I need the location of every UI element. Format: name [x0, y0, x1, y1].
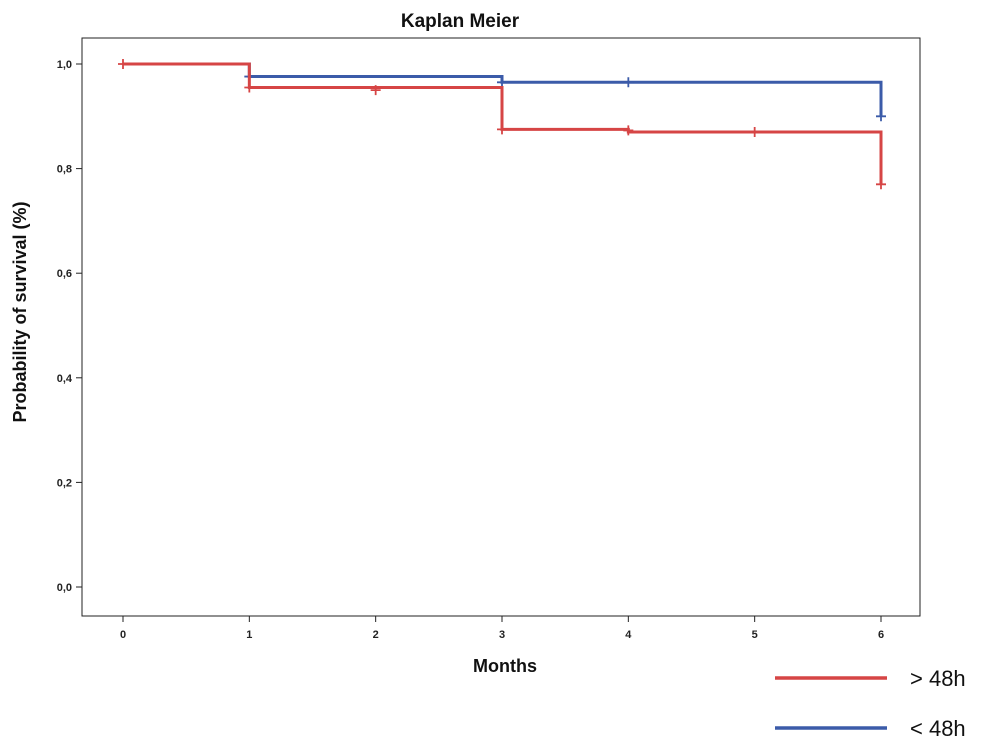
censor-mark	[623, 77, 634, 88]
plot-frame	[81, 37, 921, 617]
y-axis-label: Probability of survival (%)	[10, 201, 30, 422]
chart-title: Kaplan Meier	[401, 11, 520, 32]
censor-mark	[749, 126, 760, 137]
censor-mark	[118, 59, 128, 69]
x-axis: 0 1 2 3 4 5 6	[120, 616, 884, 641]
y-tick-label: 0,0	[57, 582, 72, 594]
y-tick-label: 1,0	[57, 59, 72, 71]
legend: > 48h < 48h	[775, 666, 966, 741]
y-tick-label: 0,8	[57, 164, 72, 176]
legend-label-1: < 48h	[910, 716, 966, 741]
x-tick-label: 5	[752, 629, 758, 641]
censor-mark	[876, 111, 886, 122]
censor-mark	[623, 125, 634, 136]
x-tick-label: 3	[499, 629, 505, 641]
y-tick-label: 0,6	[57, 268, 72, 280]
censor-mark	[244, 82, 255, 93]
censor-mark	[876, 179, 886, 190]
legend-label-0: > 48h	[910, 666, 966, 691]
x-tick-label: 0	[120, 629, 126, 641]
x-tick-label: 6	[878, 629, 884, 641]
y-tick-label: 0,2	[57, 477, 72, 489]
censor-mark	[370, 85, 381, 96]
y-axis: 0,0 0,2 0,4 0,6 0,8 1,0	[57, 59, 82, 594]
censor-mark	[497, 77, 507, 88]
y-tick-label: 0,4	[57, 373, 73, 385]
x-tick-label: 4	[625, 629, 632, 641]
survival-curves	[118, 59, 886, 190]
x-tick-label: 2	[373, 629, 379, 641]
censor-mark	[497, 124, 507, 135]
x-tick-label: 1	[246, 629, 252, 641]
x-axis-label: Months	[473, 656, 537, 676]
